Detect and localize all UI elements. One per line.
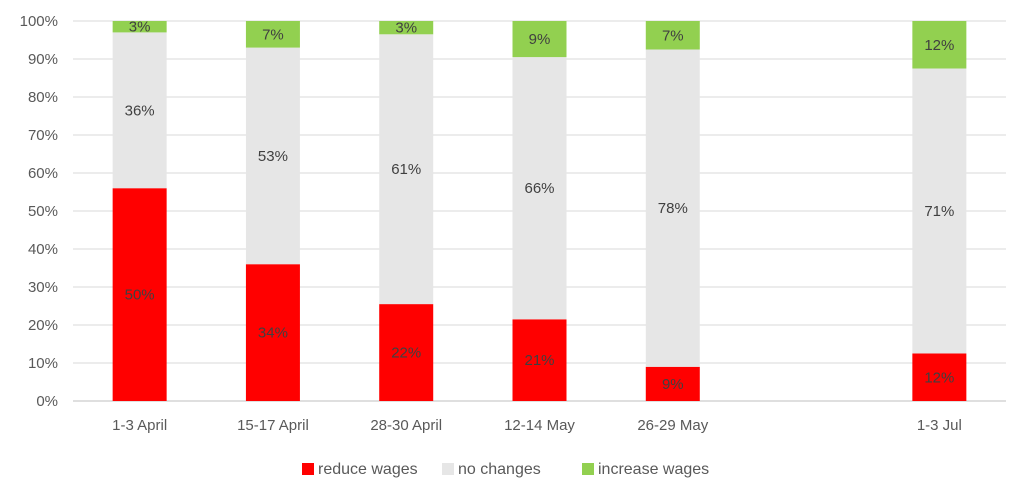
x-tick-label: 1-3 Jul bbox=[917, 417, 962, 434]
legend-label: no changes bbox=[458, 461, 541, 478]
data-label: 66% bbox=[524, 180, 554, 197]
bar-segment-no-changes bbox=[512, 57, 567, 320]
x-tick-label: 26-29 May bbox=[637, 417, 708, 434]
data-labels: 50% 36% 3% 34% 53% 7% 22% 61% 3% 21% 66% 9% 9% 78% 7% 1… bbox=[125, 19, 955, 393]
data-label: 36% bbox=[125, 102, 155, 119]
bar-segment-increase-wages bbox=[379, 21, 434, 35]
y-tick-label: 50% bbox=[28, 203, 58, 220]
bar-segment-no-changes bbox=[379, 34, 434, 305]
bar-segment-no-changes bbox=[645, 49, 700, 367]
data-label: 50% bbox=[125, 287, 155, 304]
bar-segment-increase-wages bbox=[512, 21, 567, 58]
y-tick-label: 0% bbox=[36, 393, 58, 410]
data-label: 12% bbox=[924, 369, 954, 386]
x-tick-label: 15-17 April bbox=[237, 417, 309, 434]
legend-swatch bbox=[582, 463, 594, 475]
y-tick-label: 90% bbox=[28, 51, 58, 68]
bar-segment-no-changes bbox=[912, 68, 967, 354]
data-label: 53% bbox=[258, 148, 288, 165]
data-label: 21% bbox=[524, 352, 554, 369]
bar-segment-reduce-wages bbox=[912, 353, 967, 401]
bar-segment-increase-wages bbox=[912, 21, 967, 69]
y-tick-label: 60% bbox=[28, 165, 58, 182]
data-label: 12% bbox=[924, 37, 954, 54]
data-label: 3% bbox=[395, 20, 417, 37]
x-tick-label: 12-14 May bbox=[504, 417, 575, 434]
bar-segment-reduce-wages bbox=[512, 319, 567, 401]
bar-segment-increase-wages bbox=[645, 21, 700, 50]
bar-segment-no-changes bbox=[245, 47, 300, 265]
data-label: 34% bbox=[258, 325, 288, 342]
legend-label: increase wages bbox=[598, 461, 709, 478]
bar-segment-reduce-wages bbox=[379, 304, 434, 401]
data-label: 7% bbox=[262, 26, 284, 43]
x-tick-label: 28-30 April bbox=[370, 417, 442, 434]
x-axis: 1-3 April 15-17 April 28-30 April 12-14 May… bbox=[112, 417, 962, 434]
y-tick-label: 30% bbox=[28, 279, 58, 296]
data-label: 9% bbox=[662, 376, 684, 393]
y-tick-label: 20% bbox=[28, 317, 58, 334]
bar-segment-reduce-wages bbox=[112, 188, 167, 401]
bar-segment-increase-wages bbox=[112, 21, 167, 33]
data-label: 9% bbox=[529, 31, 551, 48]
legend-swatch bbox=[302, 463, 314, 475]
legend-label: reduce wages bbox=[318, 461, 418, 478]
bar-segment-increase-wages bbox=[245, 21, 300, 48]
legend: reduce wages no changes increase wages bbox=[302, 461, 709, 478]
bar-segment-reduce-wages bbox=[645, 366, 700, 401]
bars bbox=[112, 21, 967, 401]
y-tick-label: 40% bbox=[28, 241, 58, 258]
y-tick-label: 80% bbox=[28, 89, 58, 106]
data-label: 71% bbox=[924, 203, 954, 220]
y-tick-label: 70% bbox=[28, 127, 58, 144]
y-axis: 0% 10% 20% 30% 40% 50% 60% 70% 80% 90% 100% bbox=[20, 13, 58, 410]
data-label: 61% bbox=[391, 161, 421, 178]
bar-segment-reduce-wages bbox=[245, 264, 300, 401]
data-label: 7% bbox=[662, 27, 684, 44]
data-label: 22% bbox=[391, 345, 421, 362]
y-tick-label: 10% bbox=[28, 355, 58, 372]
x-tick-label: 1-3 April bbox=[112, 417, 167, 434]
data-label: 78% bbox=[658, 200, 688, 217]
bar-segment-no-changes bbox=[112, 32, 167, 189]
y-tick-label: 100% bbox=[20, 13, 58, 30]
data-label: 3% bbox=[129, 19, 151, 36]
legend-swatch bbox=[442, 463, 454, 475]
